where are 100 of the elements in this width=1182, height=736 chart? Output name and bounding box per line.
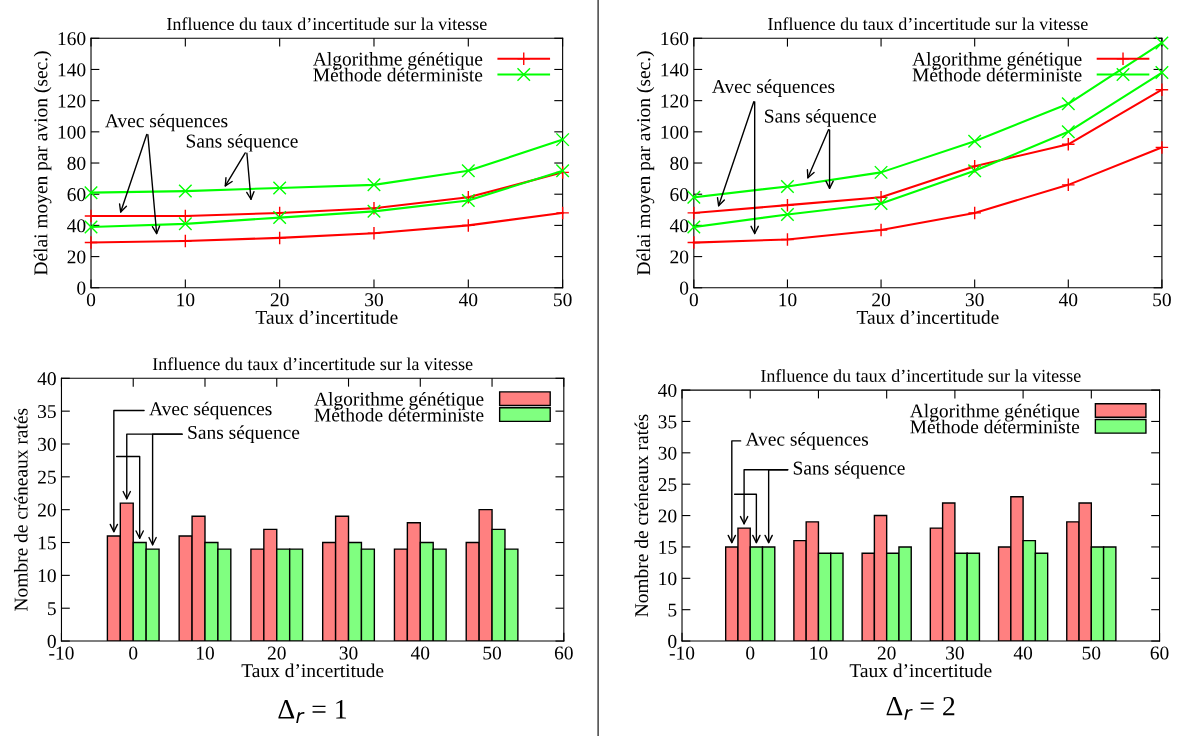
y-tick-label: 25 bbox=[38, 470, 56, 484]
y-tick-label: 35 bbox=[658, 415, 677, 429]
x-tick-label: -10 bbox=[669, 646, 695, 660]
y-tick-label: 60 bbox=[67, 188, 86, 202]
x-tick-label: 40 bbox=[1058, 293, 1078, 307]
point bbox=[686, 235, 701, 250]
annotation: Sans séquence bbox=[793, 460, 905, 479]
point bbox=[1154, 140, 1169, 155]
chart-title: Influence du taux d’incertitude sur la vitesse bbox=[152, 357, 473, 371]
y-tick-label: 140 bbox=[661, 63, 689, 77]
y-tick-label: 15 bbox=[38, 536, 56, 550]
y-tick-label: 120 bbox=[58, 94, 86, 108]
y-tick-label: 160 bbox=[58, 32, 86, 46]
y-tick-label: 80 bbox=[67, 156, 86, 170]
point bbox=[367, 177, 381, 192]
x-tick-label: 50 bbox=[554, 293, 572, 307]
y-tick-label: 40 bbox=[658, 383, 677, 398]
point bbox=[874, 196, 889, 211]
y-tick-label: 5 bbox=[48, 602, 56, 616]
point bbox=[874, 223, 889, 238]
x-tick-label: 60 bbox=[1150, 646, 1169, 660]
y-tick-label: 0 bbox=[679, 281, 689, 295]
point bbox=[780, 232, 795, 247]
x-tick-label: 20 bbox=[872, 293, 891, 307]
y-tick-label: 10 bbox=[659, 572, 677, 586]
x-tick-label: 50 bbox=[483, 646, 502, 660]
point bbox=[1061, 137, 1076, 152]
y-tick-label: 20 bbox=[670, 250, 689, 264]
x-tick-label: 0 bbox=[86, 293, 96, 307]
y-tick-label: 40 bbox=[669, 219, 689, 233]
point bbox=[178, 234, 193, 248]
annotation: Avec séquences bbox=[745, 432, 869, 450]
x-tick-label: 30 bbox=[965, 293, 984, 307]
x-tick-label: 10 bbox=[779, 293, 797, 307]
point bbox=[967, 134, 982, 149]
x-axis-title: Taux d’incertitude bbox=[241, 663, 384, 678]
y-tick-label: 15 bbox=[659, 540, 677, 554]
y-tick-label: 25 bbox=[658, 478, 677, 492]
y-tick-label: 140 bbox=[58, 63, 86, 77]
x-tick-label: 20 bbox=[270, 293, 289, 307]
x-tick-label: 0 bbox=[129, 646, 138, 660]
point bbox=[272, 181, 287, 195]
x-tick-label: 10 bbox=[177, 293, 195, 307]
y-tick-label: 100 bbox=[58, 125, 86, 139]
y-tick-label: 30 bbox=[38, 437, 56, 451]
point bbox=[555, 132, 570, 147]
y-tick-label: 0 bbox=[47, 634, 56, 648]
y-tick-label: 40 bbox=[37, 372, 56, 386]
point bbox=[1061, 177, 1076, 192]
point bbox=[178, 216, 193, 231]
x-tick-label: 60 bbox=[554, 646, 573, 660]
y-tick-label: 0 bbox=[77, 281, 86, 295]
x-tick-label: 20 bbox=[877, 646, 896, 660]
x-tick-label: 40 bbox=[1013, 646, 1033, 660]
chart-title: Influence du taux d’incertitude sur la vitesse bbox=[768, 17, 1088, 31]
y-tick-label: 30 bbox=[658, 446, 677, 460]
y-tick-label: 20 bbox=[67, 250, 86, 264]
y-axis-title: Délai moyen par avion (sec.) bbox=[636, 51, 655, 276]
y-axis-title: Délai moyen par avion (sec.) bbox=[33, 51, 52, 276]
y-tick-label: 80 bbox=[670, 156, 689, 170]
point bbox=[780, 198, 795, 213]
y-tick-label: 10 bbox=[38, 569, 56, 583]
x-tick-label: 30 bbox=[339, 646, 358, 660]
x-tick-label: 20 bbox=[267, 646, 286, 660]
text: Δ$_{r}$ = 1 bbox=[278, 700, 347, 723]
x-tick-label: -10 bbox=[49, 646, 74, 660]
text: Δ$_{r}$ = 2 bbox=[886, 696, 955, 720]
y-tick-label: 20 bbox=[658, 509, 677, 523]
y-tick-label: 0 bbox=[668, 634, 677, 648]
annotation: Avec séquences bbox=[149, 401, 272, 420]
point bbox=[461, 218, 476, 233]
y-axis-title: Nombre de créneaux ratés bbox=[13, 408, 28, 611]
x-tick-label: 50 bbox=[1153, 293, 1171, 307]
x-tick-label: 30 bbox=[365, 293, 383, 307]
point bbox=[1154, 82, 1169, 97]
y-tick-label: 100 bbox=[661, 125, 689, 139]
chart-title: Influence du taux d’incertitude sur la vitesse bbox=[760, 369, 1081, 382]
x-tick-label: 30 bbox=[946, 646, 964, 660]
point bbox=[1154, 65, 1169, 80]
y-tick-label: 40 bbox=[67, 219, 86, 233]
annotation: Sans séquence bbox=[188, 425, 300, 443]
y-tick-label: 120 bbox=[661, 94, 689, 108]
y-tick-label: 35 bbox=[38, 405, 56, 419]
point bbox=[461, 163, 476, 178]
point bbox=[780, 207, 795, 222]
point bbox=[874, 190, 889, 205]
x-axis-title: Taux d’incertitude bbox=[849, 663, 992, 678]
point bbox=[84, 235, 98, 250]
point bbox=[1061, 96, 1076, 111]
point bbox=[967, 163, 982, 178]
y-axis-title: Nombre de créneaux ratés bbox=[634, 414, 649, 617]
point bbox=[272, 210, 287, 225]
x-tick-label: 50 bbox=[1082, 646, 1101, 660]
point bbox=[555, 205, 570, 220]
x-tick-label: 0 bbox=[689, 293, 698, 307]
annotation: Sans séquence bbox=[186, 133, 298, 152]
chart-title: Influence du taux d’incertitude sur la vitesse bbox=[167, 17, 487, 31]
x-tick-label: 40 bbox=[458, 293, 478, 307]
point bbox=[686, 205, 701, 220]
x-tick-label: 10 bbox=[810, 646, 828, 660]
